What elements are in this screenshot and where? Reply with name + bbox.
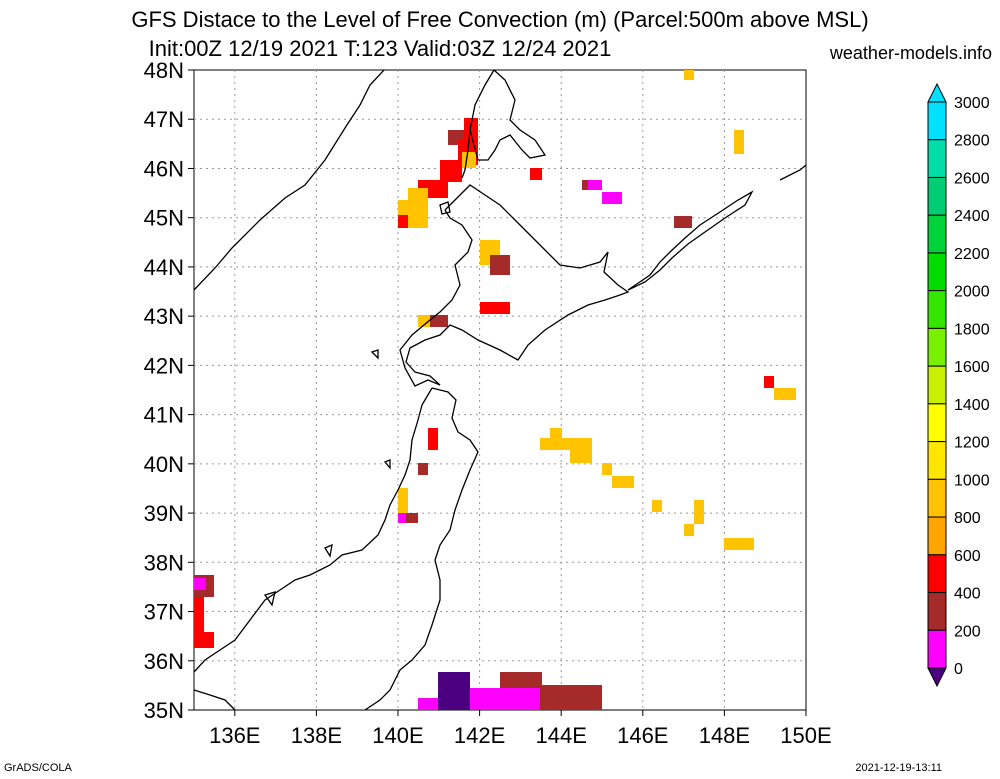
lat-label: 45N [144, 206, 184, 231]
lat-label: 35N [144, 698, 184, 723]
colorbar-swatch [927, 327, 947, 367]
colorbar-label: 2000 [954, 284, 990, 301]
colorbar-label: 1000 [954, 472, 990, 489]
colorbar-label: 1600 [954, 359, 990, 376]
colorbar-label: 3000 [954, 95, 990, 112]
colorbar-label: 400 [954, 586, 981, 603]
colorbar-swatch [927, 176, 947, 216]
colorbar-label: 0 [954, 661, 963, 678]
lon-label: 138E [291, 723, 342, 748]
colorbar-label: 1200 [954, 435, 990, 452]
lat-label: 44N [144, 255, 184, 280]
colorbar-swatch [927, 365, 947, 405]
lat-label: 40N [144, 452, 184, 477]
longitude-axis: 136E 138E 140E 142E 144E 146E 148E 150E [209, 710, 832, 748]
plot-area [193, 69, 807, 711]
lon-label: 144E [536, 723, 587, 748]
colorbar: 3000280026002400220020001800160014001200… [927, 82, 990, 688]
colorbar-label: 2400 [954, 208, 990, 225]
map-subtitle: Init:00Z 12/19 2021 T:123 Valid:03Z 12/2… [148, 36, 612, 61]
colorbar-label: 200 [954, 623, 981, 640]
lon-label: 150E [780, 723, 831, 748]
colorbar-swatch [927, 478, 947, 518]
lat-label: 47N [144, 107, 184, 132]
colorbar-swatch [927, 441, 947, 480]
colorbar-label: 1800 [954, 321, 990, 338]
lon-label: 136E [209, 723, 260, 748]
footer-credit: GrADS/COLA [4, 762, 72, 774]
lat-label: 42N [144, 353, 184, 378]
colorbar-swatch [927, 403, 947, 443]
lat-label: 39N [144, 501, 184, 526]
lon-label: 142E [454, 723, 505, 748]
lat-label: 36N [144, 649, 184, 674]
colorbar-label: 2600 [954, 170, 990, 187]
colorbar-label: 2800 [954, 133, 990, 150]
lon-label: 146E [617, 723, 668, 748]
colorbar-label: 800 [954, 510, 981, 527]
colorbar-swatch [927, 554, 947, 594]
lon-label: 148E [699, 723, 750, 748]
colorbar-swatch [927, 252, 947, 292]
colorbar-bottom-arrow [927, 667, 947, 688]
colorbar-swatch [927, 101, 947, 141]
coastlines [193, 69, 807, 711]
colorbar-swatch [927, 629, 947, 669]
site-credit: weather-models.info [829, 43, 992, 63]
colorbar-top-arrow [927, 82, 947, 103]
lat-label: 46N [144, 156, 184, 181]
map-title: GFS Distace to the Level of Free Convect… [131, 7, 869, 32]
data-fill [194, 70, 796, 710]
lat-label: 43N [144, 304, 184, 329]
latitude-axis: 48N 47N 46N 45N 44N 43N 42N 41N 40N 39N 38N 37N 36N 3… [144, 58, 194, 723]
colorbar-label: 2200 [954, 246, 990, 263]
colorbar-swatch [927, 139, 947, 178]
colorbar-label: 600 [954, 548, 981, 565]
colorbar-swatch [927, 290, 947, 329]
colorbar-swatch [927, 592, 947, 631]
lat-label: 37N [144, 600, 184, 625]
colorbar-swatch [927, 516, 947, 556]
lat-label: 38N [144, 550, 184, 575]
colorbar-swatch [927, 214, 947, 254]
footer-timestamp: 2021-12-19-13:11 [855, 762, 942, 774]
lon-label: 140E [372, 723, 423, 748]
lat-label: 41N [144, 403, 184, 428]
colorbar-label: 1400 [954, 397, 990, 414]
lat-label: 48N [144, 58, 184, 83]
